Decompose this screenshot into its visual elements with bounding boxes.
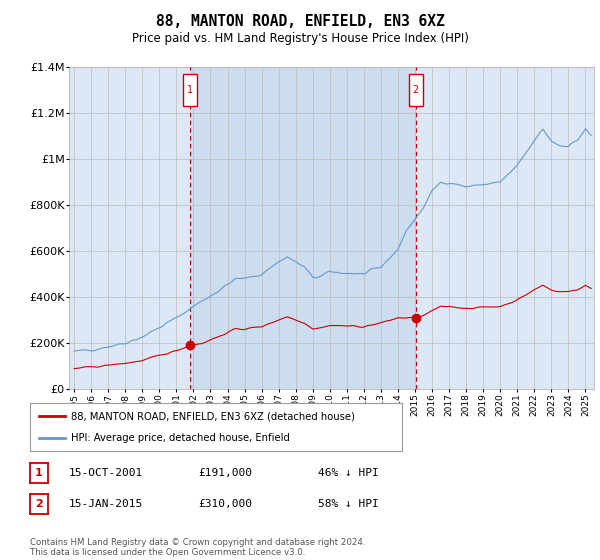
- Text: 1: 1: [35, 468, 43, 478]
- FancyBboxPatch shape: [183, 73, 197, 106]
- Text: £191,000: £191,000: [198, 468, 252, 478]
- Text: 2: 2: [413, 85, 419, 95]
- Text: 1: 1: [187, 85, 193, 95]
- Text: 15-JAN-2015: 15-JAN-2015: [69, 499, 143, 509]
- FancyBboxPatch shape: [409, 73, 422, 106]
- Text: 88, MANTON ROAD, ENFIELD, EN3 6XZ: 88, MANTON ROAD, ENFIELD, EN3 6XZ: [155, 14, 445, 29]
- Bar: [190, 67, 416, 389]
- Text: 58% ↓ HPI: 58% ↓ HPI: [318, 499, 379, 509]
- Text: 2: 2: [35, 499, 43, 509]
- Text: 46% ↓ HPI: 46% ↓ HPI: [318, 468, 379, 478]
- Text: Contains HM Land Registry data © Crown copyright and database right 2024.
This d: Contains HM Land Registry data © Crown c…: [30, 538, 365, 557]
- Text: £310,000: £310,000: [198, 499, 252, 509]
- Text: Price paid vs. HM Land Registry's House Price Index (HPI): Price paid vs. HM Land Registry's House …: [131, 32, 469, 45]
- Text: HPI: Average price, detached house, Enfield: HPI: Average price, detached house, Enfi…: [71, 433, 290, 443]
- Text: 88, MANTON ROAD, ENFIELD, EN3 6XZ (detached house): 88, MANTON ROAD, ENFIELD, EN3 6XZ (detac…: [71, 411, 355, 421]
- Text: 15-OCT-2001: 15-OCT-2001: [69, 468, 143, 478]
